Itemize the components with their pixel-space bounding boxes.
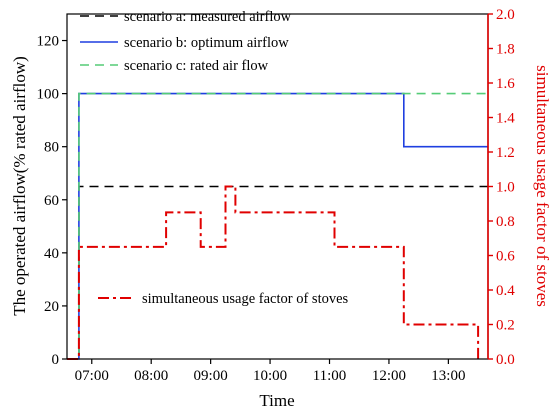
series-line-3 [67,92,488,360]
y-right-tick-label: 0.8 [496,214,515,230]
y-left-tick-label: 100 [37,87,60,103]
x-tick-label: 11:00 [313,368,347,384]
y-right-tick-label: 1.2 [496,145,515,161]
x-tick-label: 13:00 [431,368,465,384]
y-right-tick-label: 2.0 [496,7,515,23]
y-right-tick-label: 0.6 [496,249,515,265]
y-left-tick-label: 120 [37,34,60,50]
x-tick-label: 07:00 [75,368,109,384]
y-right-tick-label: 1.6 [496,76,515,92]
x-tick-label: 09:00 [194,368,228,384]
x-tick-label: 12:00 [372,368,406,384]
x-tick-label: 08:00 [134,368,168,384]
y-left-tick-label: 80 [44,140,59,156]
series-line-4 [67,185,480,360]
x-axis-title: Time [259,391,294,410]
y-right-tick-label: 1.0 [496,180,515,196]
x-tick-label: 10:00 [253,368,287,384]
y-right-tick-label: 1.4 [496,111,515,127]
y-left-tick-label: 20 [44,299,59,315]
y-left-tick-label: 0 [52,352,60,368]
y-right-tick-label: 0.4 [496,283,515,299]
legend-label: simultaneous usage factor of stoves [142,291,349,307]
legend-label: scenario c: rated air flow [124,58,269,74]
y-right-tick-label: 0.2 [496,318,515,334]
y-axis-left-title: The operated airflow(% rated airflow) [10,56,29,316]
y-right-tick-label: 0.0 [496,352,515,368]
y-left-tick-label: 40 [44,246,59,262]
legend-label: scenario a: measured airflow [124,9,292,25]
y-right-tick-label: 1.8 [496,42,515,58]
y-axis-right-title: simultaneous usage factor of stoves [533,65,550,307]
legend-label: scenario b: optimum airflow [124,35,289,51]
series-line-2 [67,92,488,360]
y-left-tick-label: 60 [44,193,59,209]
